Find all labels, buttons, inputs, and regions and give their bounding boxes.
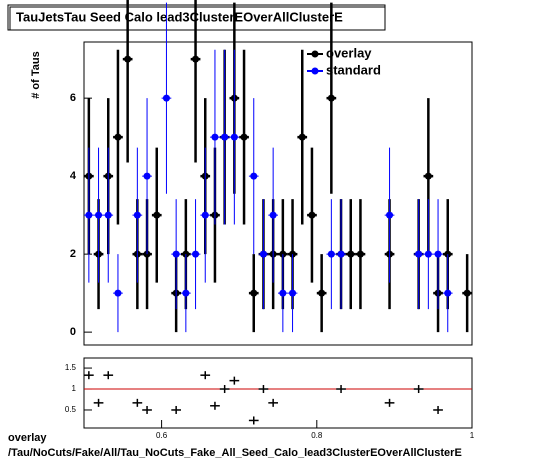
point (327, 250, 335, 258)
y-tick-label: 0.5 (65, 405, 77, 414)
point (192, 250, 200, 258)
point (172, 250, 180, 258)
y-tick-label: 2 (70, 248, 76, 260)
point (444, 250, 452, 258)
point (104, 211, 112, 219)
point (153, 211, 161, 219)
point (250, 289, 258, 297)
y-tick-label: 1.5 (65, 363, 77, 372)
point (95, 211, 103, 219)
point (279, 289, 287, 297)
footer-line-2: /Tau/NoCuts/Fake/All/Tau_NoCuts_Fake_All… (8, 447, 462, 459)
point (201, 211, 209, 219)
point (250, 172, 258, 180)
title-shadow (9, 6, 386, 31)
point (192, 55, 200, 63)
x-tick-label: 0.8 (311, 431, 323, 440)
point (289, 289, 297, 297)
legend-label: standard (326, 62, 381, 77)
y-tick-label: 0 (70, 326, 76, 338)
point (308, 211, 316, 219)
point (162, 94, 170, 102)
y-tick-label: 4 (70, 170, 77, 182)
legend-label: overlay (326, 45, 372, 60)
point (298, 133, 306, 141)
point (114, 289, 122, 297)
point (240, 133, 248, 141)
point (415, 250, 423, 258)
point (424, 172, 432, 180)
point (279, 250, 287, 258)
point (124, 55, 132, 63)
point (182, 250, 190, 258)
y-axis-label: # of Taus (30, 51, 42, 98)
point (444, 289, 452, 297)
legend-marker (311, 67, 319, 75)
y-tick-label: 6 (70, 92, 76, 104)
x-tick-label: 1 (470, 431, 475, 440)
point (221, 133, 229, 141)
chart-title: TauJetsTau Seed Calo lead3ClusterEOverAl… (16, 9, 343, 24)
point (424, 250, 432, 258)
plot-frame (83, 41, 473, 346)
point (434, 250, 442, 258)
point (327, 94, 335, 102)
point (114, 133, 122, 141)
point (182, 289, 190, 297)
point (230, 133, 238, 141)
x-tick-label: 0.6 (156, 431, 168, 440)
point (269, 211, 277, 219)
y-tick-label: 1 (72, 384, 77, 393)
point (143, 172, 151, 180)
footer-line-1: overlay (8, 432, 47, 444)
point (211, 133, 219, 141)
legend-marker (311, 50, 319, 58)
point (259, 250, 267, 258)
ratio-frame (83, 357, 473, 429)
point (289, 250, 297, 258)
point (133, 211, 141, 219)
point (386, 211, 394, 219)
point (347, 250, 355, 258)
point (356, 250, 364, 258)
point (85, 211, 93, 219)
point (463, 289, 471, 297)
point (337, 250, 345, 258)
point (318, 289, 326, 297)
